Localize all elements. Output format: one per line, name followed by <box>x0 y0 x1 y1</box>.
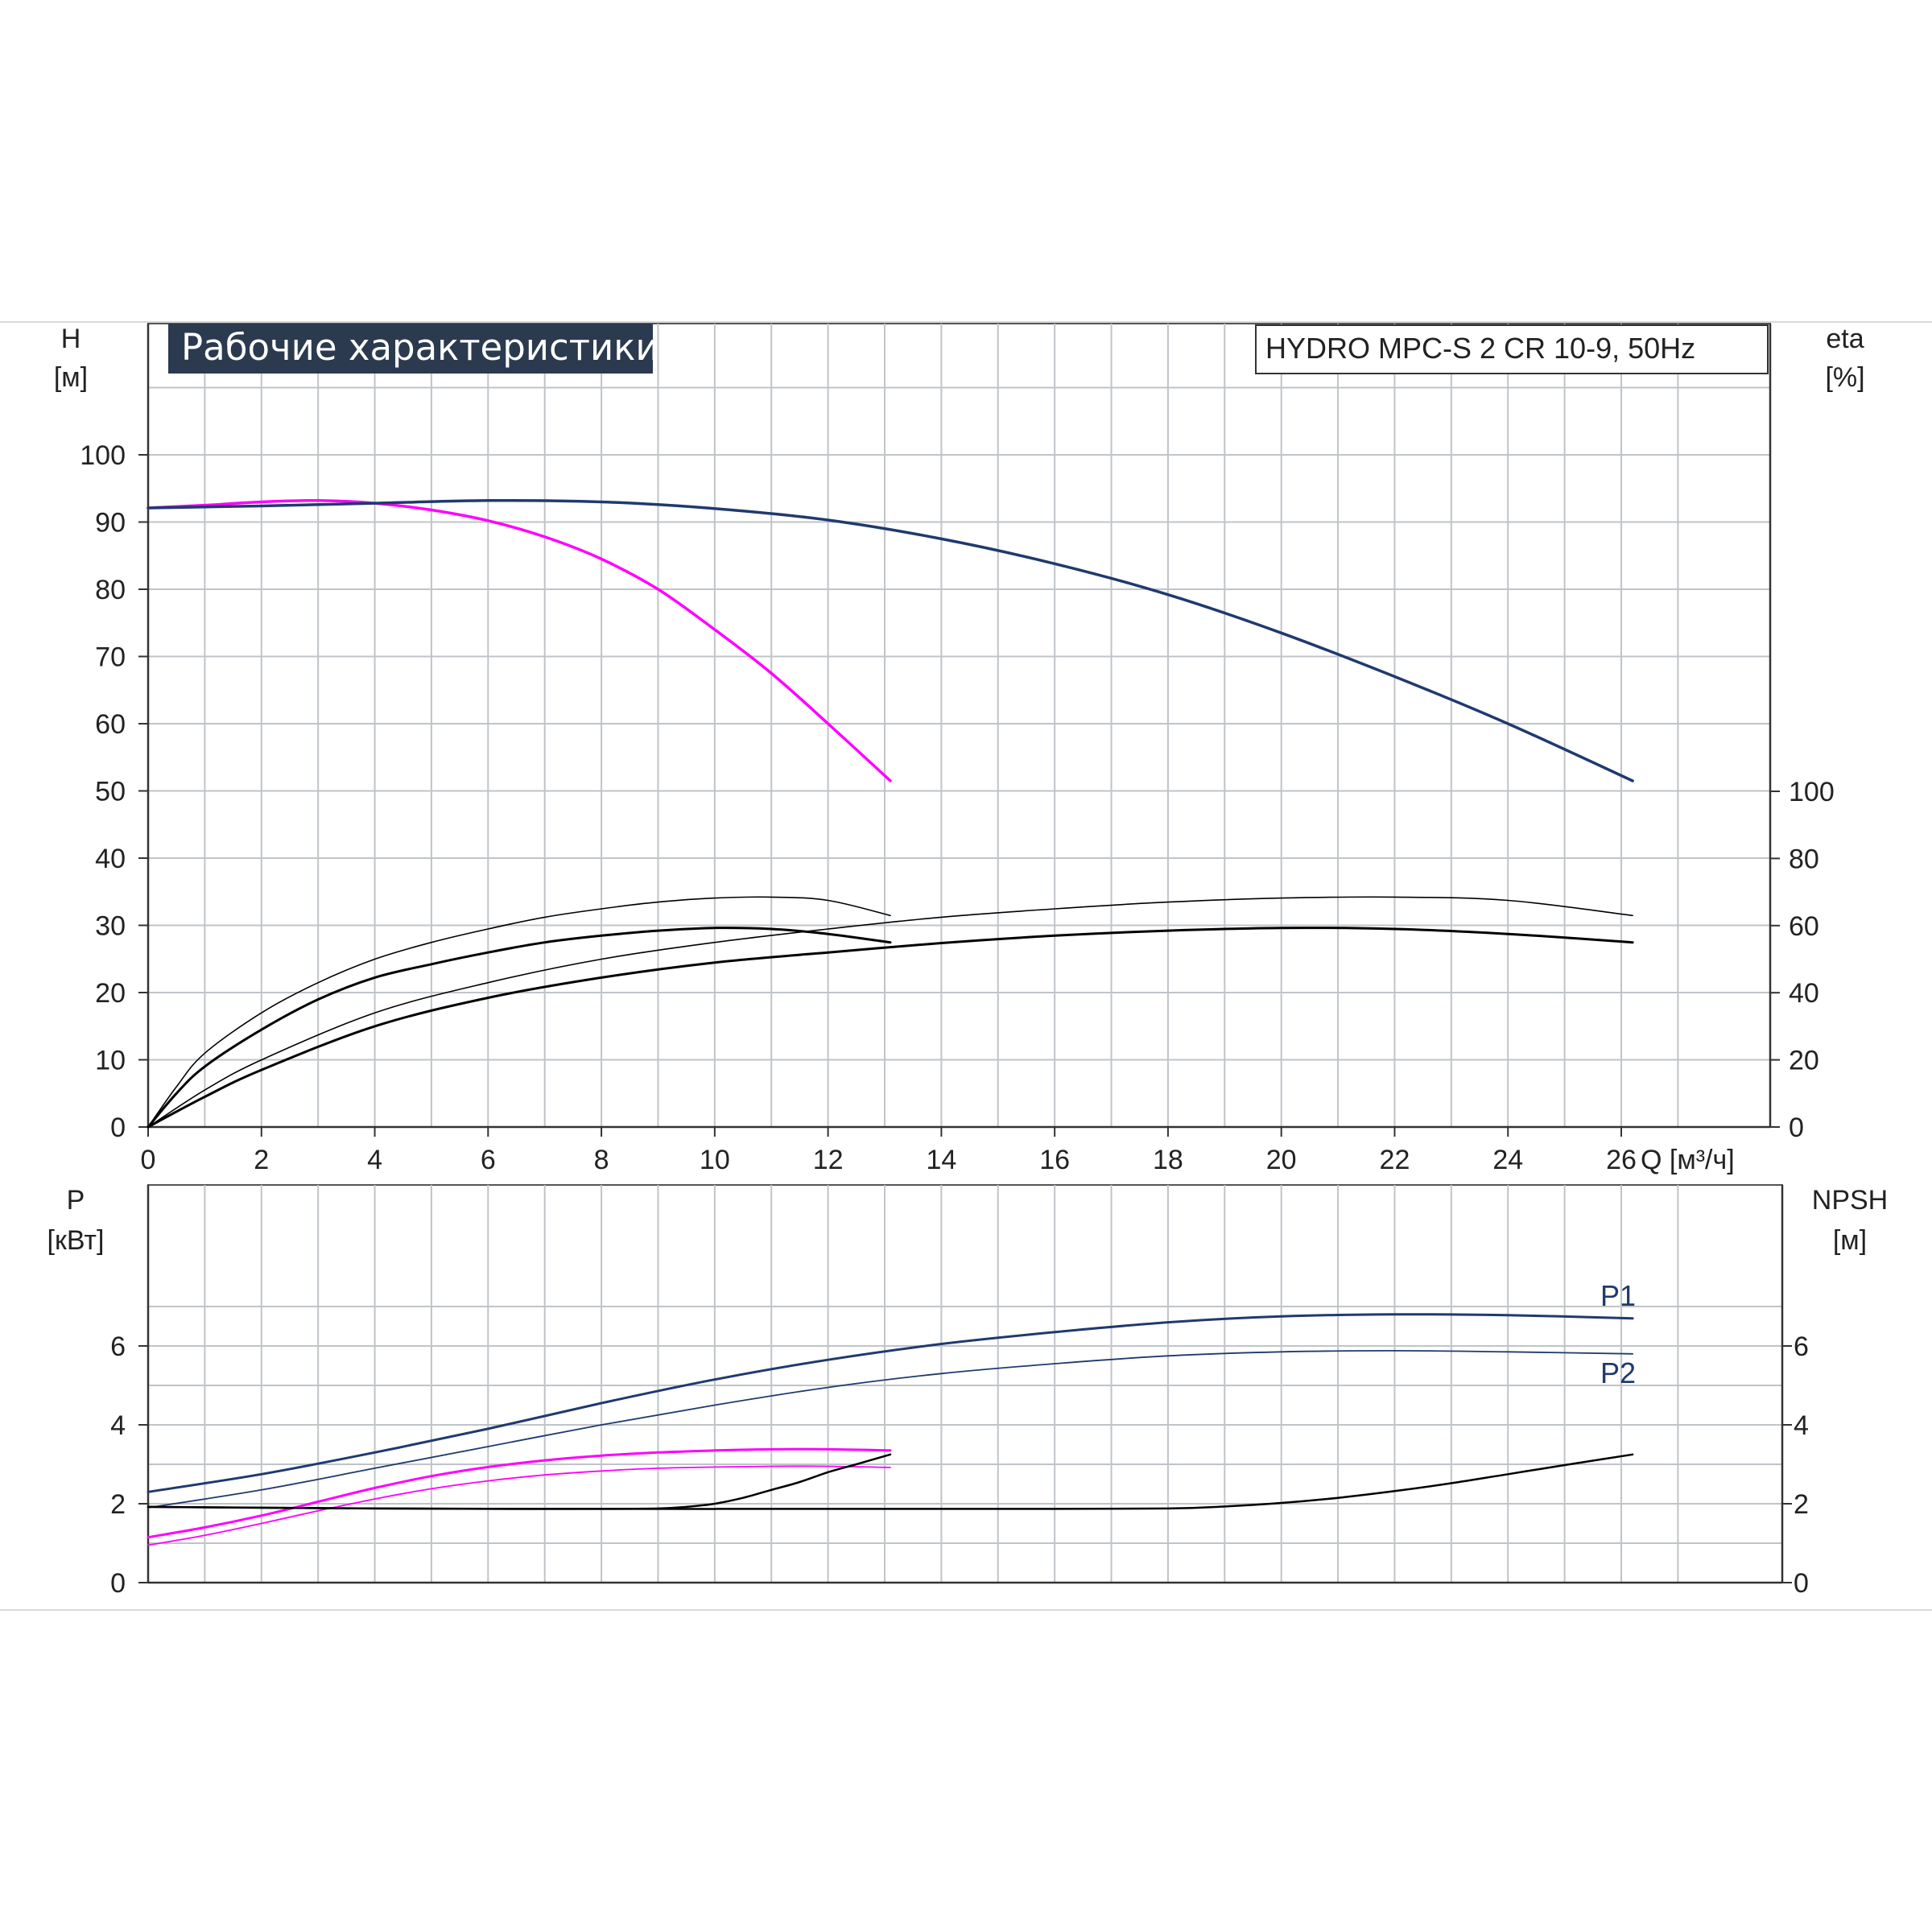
npsh-tick-label: 6 <box>1794 1331 1809 1362</box>
efficiency-curve-3 <box>147 927 892 1129</box>
h-axis-title: H <box>61 324 81 354</box>
npsh-tick-label: 4 <box>1794 1410 1809 1441</box>
eta-tick-label: 20 <box>1789 1046 1819 1076</box>
eta-tick-label: 100 <box>1789 777 1835 807</box>
x-tick-label: 26 <box>1606 1145 1637 1175</box>
model-box <box>1255 324 1769 374</box>
npsh-tick-label: 2 <box>1794 1489 1809 1520</box>
h-tick-label: 70 <box>95 642 126 673</box>
eta-axis-unit: [%] <box>1825 362 1864 393</box>
power-curve-3 <box>147 1465 891 1546</box>
h-tick-label: 80 <box>95 575 126 605</box>
x-tick-label: 20 <box>1266 1145 1297 1175</box>
p-tick-label: 2 <box>110 1489 126 1520</box>
h-axis-unit: [м] <box>54 362 88 393</box>
x-tick-label: 12 <box>813 1145 844 1175</box>
eta-axis-title: eta <box>1826 324 1864 354</box>
p2-curve-label: P2 <box>1600 1356 1636 1389</box>
npsh-axis-title: NPSH <box>1812 1185 1888 1216</box>
x-tick-label: 18 <box>1153 1145 1183 1175</box>
efficiency-curve-5 <box>147 927 1634 1129</box>
top-plot-frame <box>147 323 1771 1128</box>
eta-tick-label: 40 <box>1789 978 1819 1009</box>
x-axis-label: Q [м³/ч] <box>1641 1145 1735 1175</box>
head-curve-0 <box>147 498 892 782</box>
eta-tick-label: 80 <box>1789 844 1819 874</box>
eta-tick-label: 0 <box>1789 1113 1804 1143</box>
model-label: HYDRO MPC-S 2 CR 10-9, 50Hz <box>1265 332 1695 365</box>
efficiency-curve-4 <box>147 896 1633 1128</box>
npsh-tick-label: 0 <box>1794 1568 1809 1599</box>
axis-ticks: 0 2 4 6 8 10 12 14 16 18 20 22 24 2601020304050607080… <box>80 440 1834 1599</box>
h-tick-label: 30 <box>95 911 126 942</box>
p-axis-title: P <box>67 1185 85 1216</box>
x-tick-label: 6 <box>481 1145 496 1175</box>
x-tick-label: 8 <box>594 1145 609 1175</box>
h-tick-label: 20 <box>95 978 126 1009</box>
h-tick-label: 40 <box>95 844 126 874</box>
h-tick-label: 100 <box>80 440 126 471</box>
x-tick-label: 0 <box>141 1145 156 1175</box>
npsh-axis-unit: [м] <box>1833 1225 1867 1256</box>
x-tick-label: 24 <box>1492 1145 1523 1175</box>
h-tick-label: 90 <box>95 508 126 539</box>
p1-curve-label: P1 <box>1600 1279 1636 1312</box>
p-tick-label: 6 <box>110 1331 126 1362</box>
power-curve-p2 <box>147 1349 1633 1509</box>
p-tick-label: 0 <box>110 1568 126 1599</box>
p-axis-unit: [кВт] <box>47 1225 105 1256</box>
x-tick-label: 16 <box>1039 1145 1070 1175</box>
curves <box>147 498 1634 1546</box>
h-tick-label: 60 <box>95 709 126 740</box>
x-tick-label: 22 <box>1380 1145 1410 1175</box>
top-plot-grid <box>147 323 1772 1129</box>
bottom-plot-grid <box>147 1184 1784 1584</box>
chart-title: Рабочие характеристики <box>181 326 659 369</box>
efficiency-curve-2 <box>147 896 891 1128</box>
bottom-plot-frame <box>147 1184 1783 1583</box>
head-curve-1 <box>147 498 1634 782</box>
h-tick-label: 10 <box>95 1046 126 1076</box>
x-tick-label: 10 <box>700 1145 730 1175</box>
x-tick-label: 14 <box>926 1145 956 1175</box>
eta-tick-label: 60 <box>1789 911 1819 942</box>
p-tick-label: 4 <box>110 1410 126 1441</box>
x-tick-label: 2 <box>254 1145 269 1175</box>
h-tick-label: 50 <box>95 777 126 807</box>
npsh-curve-5 <box>147 1453 1634 1510</box>
x-tick-label: 4 <box>367 1145 382 1175</box>
power-curve-2 <box>147 1447 892 1539</box>
h-tick-label: 0 <box>110 1113 126 1143</box>
title-box <box>168 324 653 374</box>
power-curve-p1 <box>147 1313 1634 1493</box>
